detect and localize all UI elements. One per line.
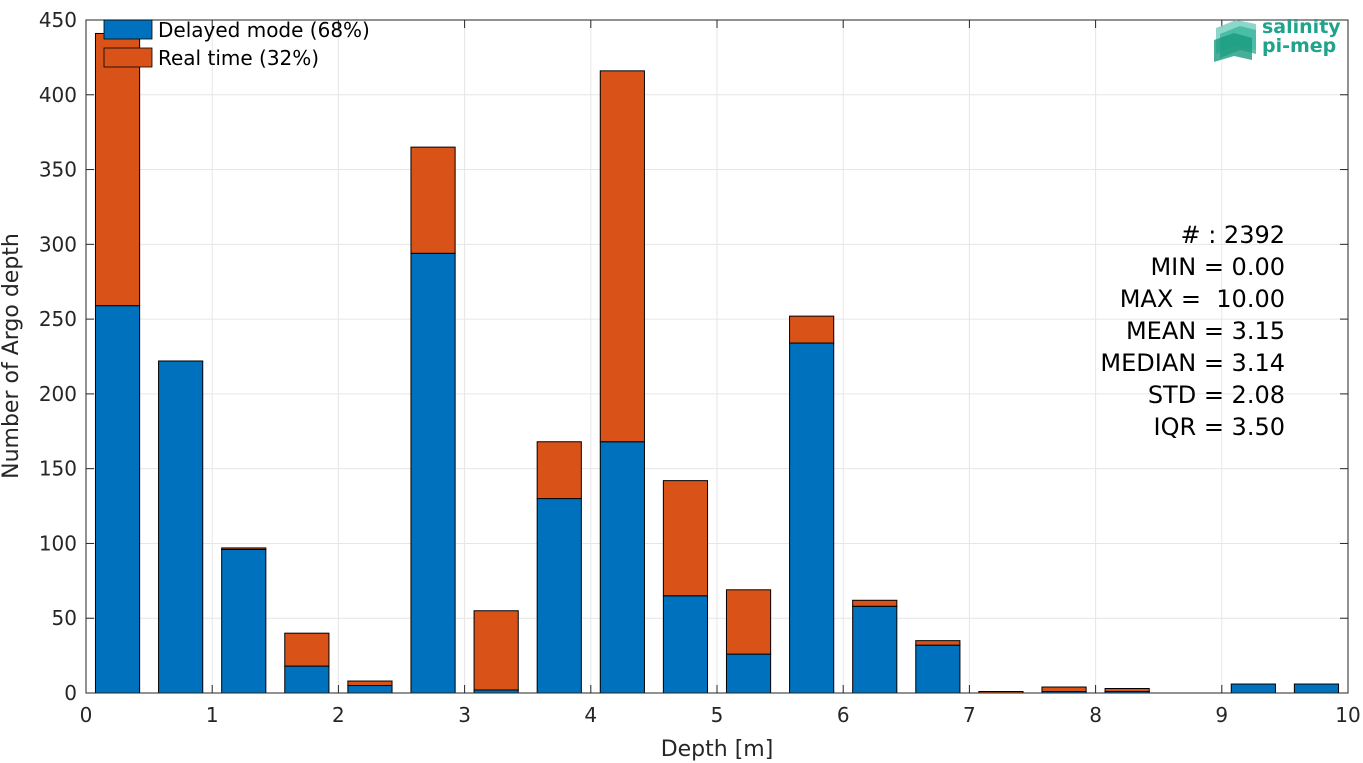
grid-lines (86, 20, 1348, 693)
y-tick-label: 200 (39, 382, 77, 406)
legend: Delayed mode (68%) Real time (32%) (103, 18, 370, 70)
bar-delayed-mode (1230, 683, 1276, 694)
bar-delayed-mode (536, 498, 582, 694)
stats-mean: MEAN = 3.15 (1126, 317, 1285, 345)
logo-text-salinity: salinity (1262, 16, 1341, 38)
bar-delayed-mode (347, 685, 393, 694)
bar-real-time (915, 640, 961, 646)
bar-delayed-mode (852, 605, 898, 694)
legend-label-realtime: Real time (32%) (158, 46, 319, 70)
legend-label-delayed: Delayed mode (68%) (158, 18, 370, 42)
y-tick-label: 150 (39, 457, 77, 481)
x-tick-label: 6 (837, 703, 850, 727)
y-tick-label: 100 (39, 531, 77, 555)
bar-real-time (284, 632, 330, 667)
legend-swatch-realtime (103, 47, 153, 68)
y-tick-label: 350 (39, 158, 77, 182)
x-tick-label: 4 (584, 703, 597, 727)
bar-delayed-mode (158, 360, 204, 694)
bar-delayed-mode (789, 342, 835, 694)
stats-box: # : 2392 MIN = 0.00 MAX = 10.00 MEAN = 3… (1100, 221, 1285, 441)
bar-delayed-mode (284, 665, 330, 694)
y-tick-label: 0 (64, 681, 77, 705)
bar-real-time (536, 441, 582, 500)
x-tick-label: 7 (963, 703, 976, 727)
waves-logo-icon (1214, 20, 1256, 62)
bar-real-time (1041, 686, 1087, 693)
x-tick-label: 9 (1215, 703, 1228, 727)
bar-delayed-mode (662, 595, 709, 694)
bar-delayed-mode (221, 548, 267, 694)
stats-max: MAX = 10.00 (1120, 285, 1285, 313)
x-tick-label: 5 (711, 703, 724, 727)
stats-count: # : 2392 (1180, 221, 1285, 249)
x-tick-label: 2 (332, 703, 345, 727)
stats-median: MEDIAN = 3.14 (1100, 349, 1285, 377)
salinity-pimep-logo: salinity pi-mep (1214, 16, 1341, 62)
stats-std: STD = 2.08 (1148, 381, 1285, 409)
x-tick-label: 0 (80, 703, 93, 727)
bar-real-time (599, 70, 645, 443)
bar-delayed-mode (410, 252, 456, 694)
y-tick-label: 300 (39, 232, 77, 256)
y-tick-label: 400 (39, 83, 77, 107)
y-tick-label: 450 (39, 8, 77, 32)
x-tick-label: 10 (1335, 703, 1360, 727)
legend-swatch-delayed (103, 19, 153, 40)
logo-text-pimep: pi-mep (1262, 35, 1336, 57)
bar-delayed-mode (599, 441, 645, 694)
bar-real-time (662, 480, 709, 597)
x-tick-label: 1 (206, 703, 219, 727)
x-axis-label: Depth [m] (661, 737, 774, 762)
bars (94, 32, 1340, 694)
y-axis-ticks: 0 50 100 150 200 250 300 350 400 450 (39, 8, 1348, 705)
bar-real-time (347, 680, 393, 687)
y-axis-label: Number of Argo depth (0, 233, 24, 479)
bar-delayed-mode (725, 653, 772, 694)
y-tick-label: 50 (52, 606, 77, 630)
bar-real-time (221, 547, 267, 550)
x-tick-label: 3 (458, 703, 471, 727)
bar-real-time (852, 599, 898, 607)
bar-delayed-mode (915, 644, 961, 694)
bar-real-time (725, 589, 772, 655)
stats-iqr: IQR = 3.50 (1154, 413, 1285, 441)
bar-real-time (94, 32, 141, 307)
bar-real-time (410, 146, 456, 254)
x-axis-ticks: 0 1 2 3 4 5 6 7 8 9 10 (80, 20, 1361, 727)
y-tick-label: 250 (39, 307, 77, 331)
bar-real-time (473, 610, 519, 691)
bar-real-time (789, 315, 835, 344)
bar-real-time (1104, 688, 1150, 693)
x-tick-label: 8 (1089, 703, 1102, 727)
stats-min: MIN = 0.00 (1150, 253, 1285, 281)
bar-delayed-mode (94, 305, 141, 694)
bar-delayed-mode (1293, 683, 1340, 694)
